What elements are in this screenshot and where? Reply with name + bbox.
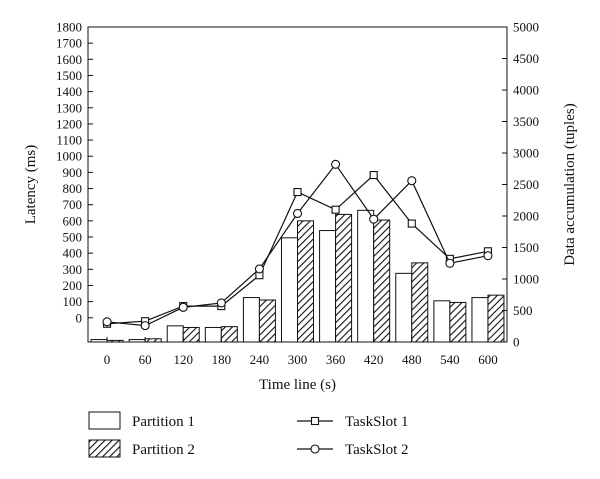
bar-partition-2 — [449, 301, 467, 343]
x-tick-label: 480 — [402, 352, 422, 367]
y2-tick-label: 4500 — [513, 51, 539, 66]
x-tick-label: 60 — [139, 352, 152, 367]
legend: Partition 1 Partition 2 TaskSlot 1 TaskS… — [88, 411, 409, 458]
bar-partition-2 — [220, 326, 238, 343]
marker-taskslot-2 — [140, 321, 150, 331]
y-tick-label: 1100 — [56, 133, 82, 148]
bar-partition-1 — [204, 326, 222, 343]
marker-taskslot-2 — [445, 258, 455, 268]
marker-taskslot-2 — [102, 317, 112, 327]
y-tick-label: 400 — [63, 246, 83, 261]
x-tick-label: 300 — [288, 352, 308, 367]
y-tick-label: 300 — [63, 262, 83, 277]
y-tick-label: 900 — [63, 165, 83, 180]
plot-area — [90, 159, 505, 343]
y2-tick-label: 2500 — [513, 177, 539, 192]
y-tick-label: 800 — [63, 181, 83, 196]
marker-taskslot-2 — [292, 208, 303, 219]
bar-partition-1 — [281, 237, 298, 343]
x-axis-title: Time line (s) — [259, 377, 336, 393]
bar-partition-1 — [433, 300, 451, 343]
y2-tick-label: 2000 — [513, 209, 539, 224]
marker-taskslot-2 — [178, 302, 188, 312]
x-tick-label: 240 — [250, 352, 270, 367]
x-tick-label: 540 — [440, 352, 460, 367]
marker-taskslot-1 — [369, 171, 378, 180]
y2-tick-label: 1000 — [513, 272, 539, 287]
y-tick-label: 1000 — [56, 149, 82, 164]
marker-taskslot-2 — [331, 159, 341, 169]
y-tick-label: 0 — [76, 310, 83, 325]
x-tick-label: 0 — [104, 352, 111, 367]
legend-label-partition-1: Partition 1 — [132, 414, 195, 430]
legend-label-taskslot-2: TaskSlot 2 — [345, 442, 409, 458]
y2-axis-title: Data accumulation (tuples) — [562, 103, 578, 265]
y-tick-label: 1400 — [56, 84, 82, 99]
bar-partition-2 — [487, 294, 505, 343]
legend-label-partition-2: Partition 2 — [132, 442, 195, 458]
y-tick-label: 200 — [63, 278, 83, 293]
bar-partition-2 — [411, 262, 429, 343]
y-tick-label: 700 — [63, 197, 83, 212]
marker-taskslot-2 — [369, 214, 379, 224]
y-tick-label: 500 — [63, 230, 83, 245]
y2-tick-label: 4000 — [513, 83, 539, 98]
bar-partition-2 — [258, 299, 276, 343]
y-tick-label: 1800 — [56, 20, 82, 35]
bar-partition-1 — [166, 325, 184, 343]
marker-taskslot-2 — [254, 264, 264, 274]
y2-tick-label: 3000 — [513, 146, 539, 161]
bar-partition-2 — [182, 326, 200, 343]
bar-partition-2 — [297, 220, 314, 343]
y-tick-label: 1300 — [56, 100, 82, 115]
bar-partition-2 — [373, 219, 391, 343]
bar-partition-1 — [471, 297, 489, 343]
x-tick-label: 180 — [212, 352, 232, 367]
bar-partition-1 — [319, 230, 337, 343]
marker-taskslot-2 — [216, 298, 226, 308]
y2-tick-label: 3500 — [513, 114, 539, 129]
y2-tick-label: 1500 — [513, 240, 539, 255]
y-axis-title: Latency (ms) — [23, 145, 39, 225]
bar-partition-1 — [395, 272, 413, 343]
x-tick-label: 600 — [478, 352, 498, 367]
y-tick-label: 600 — [63, 213, 83, 228]
x-tick-label: 420 — [364, 352, 384, 367]
y-tick-label: 1600 — [56, 52, 82, 67]
legend-marker-taskslot-2 — [297, 444, 333, 454]
legend-swatch-partition-1 — [88, 411, 121, 430]
bar-partition-1 — [242, 297, 260, 343]
y2-tick-label: 5000 — [513, 20, 539, 35]
marker-taskslot-2 — [483, 251, 493, 261]
legend-label-taskslot-1: TaskSlot 1 — [345, 414, 409, 430]
bar-partition-2 — [335, 213, 353, 343]
x-tick-label: 120 — [173, 352, 193, 367]
bar-partition-1 — [357, 209, 375, 343]
legend-marker-taskslot-1 — [297, 416, 333, 426]
axes: 0100200300400500600700800900100011001200… — [56, 20, 539, 368]
x-tick-label: 360 — [326, 352, 346, 367]
marker-taskslot-2 — [407, 176, 417, 186]
y-tick-label: 1700 — [56, 36, 82, 51]
y-tick-label: 100 — [63, 294, 83, 309]
marker-taskslot-1 — [293, 188, 302, 197]
marker-taskslot-1 — [331, 205, 340, 214]
y2-tick-label: 500 — [513, 303, 533, 318]
y-tick-label: 1500 — [56, 68, 82, 83]
y-tick-label: 1200 — [56, 116, 82, 131]
y2-tick-label: 0 — [513, 335, 520, 350]
legend-swatch-partition-2 — [88, 439, 121, 458]
marker-taskslot-1 — [407, 219, 416, 228]
